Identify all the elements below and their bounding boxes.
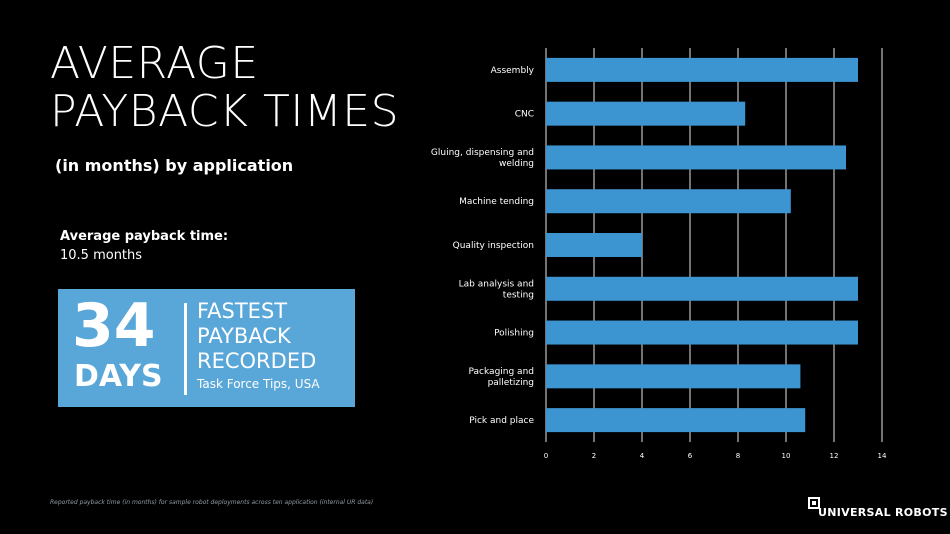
category-label-4: Quality inspection	[453, 241, 534, 251]
tick-label-2: 4	[640, 452, 645, 460]
bar-2	[546, 145, 846, 170]
title-line-2: PAYBACK TIMES	[50, 86, 400, 137]
tick-label-3: 6	[688, 452, 693, 460]
category-label-3: Machine tending	[459, 197, 534, 207]
badge-divider	[184, 303, 187, 395]
badge-unit: DAYS	[74, 359, 163, 394]
average-payback-label: Average payback time:	[60, 229, 229, 244]
category-label-8: Pick and place	[469, 416, 534, 426]
slide-title: AVERAGE PAYBACK TIMES	[50, 40, 399, 136]
badge-line-3: RECORDED	[197, 349, 317, 373]
tick-label-5: 10	[782, 452, 791, 460]
category-label-0: Assembly	[491, 66, 535, 76]
badge-text: FASTEST PAYBACK RECORDED	[197, 299, 316, 374]
category-label-7: Packaging and palletizing	[469, 367, 534, 388]
category-label-2: Gluing, dispensing and welding	[431, 148, 534, 169]
badge-line-1: FASTEST	[197, 299, 288, 323]
bar-1	[546, 101, 746, 126]
bar-5	[546, 276, 858, 301]
slide-subtitle: (in months) by application	[55, 156, 294, 175]
bar-7	[546, 364, 801, 389]
bar-6	[546, 320, 858, 345]
tick-label-1: 2	[592, 452, 596, 460]
average-payback-value: 10.5 months	[60, 248, 143, 263]
tick-label-0: 0	[544, 452, 548, 460]
tick-label-7: 14	[878, 452, 887, 460]
ur-logo-icon	[808, 497, 820, 509]
category-label-1: CNC	[515, 110, 534, 120]
logo-text: UNIVERSAL ROBOTS	[818, 506, 948, 519]
bar-4	[546, 233, 642, 257]
tick-label-6: 12	[830, 452, 839, 460]
universal-robots-logo: UNIVERSAL ROBOTS	[808, 495, 947, 523]
bar-3	[546, 189, 791, 214]
footnote: Reported payback time (in months) for sa…	[50, 499, 374, 506]
badge-number: 34	[72, 291, 156, 361]
title-line-1: AVERAGE	[50, 38, 259, 89]
badge-line-2: PAYBACK	[197, 324, 291, 348]
category-label-6: Polishing	[494, 329, 534, 339]
badge-source: Task Force Tips, USA	[197, 377, 320, 391]
tick-label-4: 8	[736, 452, 740, 460]
bar-8	[546, 408, 806, 433]
bar-0	[546, 57, 858, 82]
fastest-payback-badge: 34 DAYS FASTEST PAYBACK RECORDED Task Fo…	[58, 289, 355, 407]
category-label-5: Lab analysis and testing	[459, 279, 534, 300]
